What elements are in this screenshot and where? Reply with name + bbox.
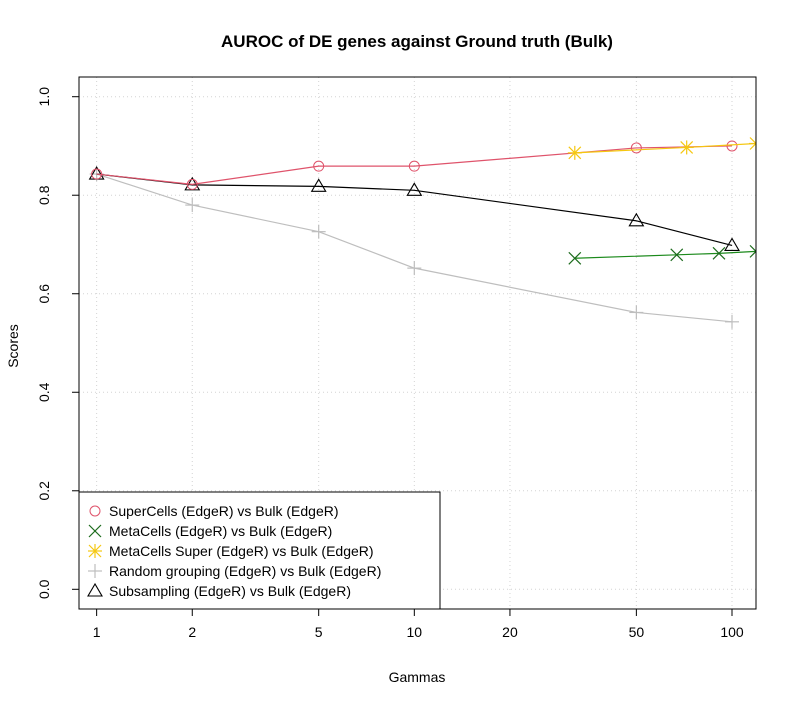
- point-plus: [725, 314, 740, 329]
- legend-label: Subsampling (EdgeR) vs Bulk (EdgeR): [109, 583, 351, 599]
- point-plus: [407, 261, 422, 276]
- legend-item: SuperCells (EdgeR) vs Bulk (EdgeR): [89, 503, 339, 519]
- point-triangle: [724, 237, 740, 252]
- series-1: [568, 244, 756, 265]
- chart-title: AUROC of DE genes against Ground truth (…: [221, 32, 613, 51]
- x-axis: 1 2 5 10 20 50 100: [93, 609, 744, 640]
- x-tick-label: 10: [407, 624, 423, 640]
- y-tick-label: 1.0: [36, 87, 52, 107]
- x-tick-label: 50: [629, 624, 645, 640]
- point-stroke: [88, 524, 102, 538]
- point-circle: [313, 160, 325, 172]
- point-asterisk: [88, 544, 102, 558]
- point-x: [568, 251, 582, 265]
- point-asterisk: [567, 145, 582, 160]
- y-tick-label: 0.2: [36, 481, 52, 501]
- point-x: [712, 246, 726, 260]
- point-triangle: [87, 582, 103, 597]
- y-axis: 0.0 0.2 0.4 0.6 0.8 1.0: [36, 87, 79, 599]
- y-tick-label: 0.8: [36, 185, 52, 205]
- point-stroke: [749, 244, 756, 253]
- legend-label: MetaCells (EdgeR) vs Bulk (EdgeR): [109, 523, 332, 539]
- point-circle: [89, 505, 101, 517]
- series-3: [89, 167, 740, 329]
- point-stroke: [749, 142, 756, 150]
- point-stroke: [568, 251, 582, 265]
- point-stroke: [670, 248, 684, 262]
- point-plus: [311, 224, 326, 239]
- point-triangle: [628, 212, 645, 227]
- point-x: [749, 244, 756, 258]
- x-tick-label: 1: [93, 624, 101, 640]
- series-line: [574, 142, 756, 154]
- legend-label: SuperCells (EdgeR) vs Bulk (EdgeR): [109, 503, 339, 519]
- legend: SuperCells (EdgeR) vs Bulk (EdgeR) MetaCe…: [78, 491, 441, 610]
- y-tick-label: 0.6: [36, 284, 52, 304]
- point-plus: [185, 198, 200, 213]
- x-axis-label: Gammas: [389, 669, 446, 685]
- point-plus: [629, 305, 644, 320]
- point-circle: [91, 168, 103, 180]
- series-line: [574, 250, 756, 259]
- y-tick-label: 0.4: [36, 382, 52, 402]
- point-stroke: [712, 246, 726, 260]
- series-0: [91, 140, 738, 190]
- point-x: [88, 524, 102, 538]
- point-x: [670, 248, 684, 262]
- series-line: [96, 173, 733, 323]
- point-circle: [186, 178, 198, 190]
- y-axis-label: Scores: [5, 324, 21, 368]
- legend-item: MetaCells (EdgeR) vs Bulk (EdgeR): [88, 523, 332, 539]
- point-asterisk: [679, 140, 694, 155]
- point-triangle: [406, 182, 423, 196]
- x-tick-label: 20: [502, 624, 518, 640]
- x-tick-label: 100: [720, 624, 744, 640]
- point-circle: [408, 160, 420, 172]
- legend-box: [78, 491, 441, 610]
- point-asterisk: [749, 136, 756, 151]
- point-plus: [88, 564, 102, 578]
- series-2: [567, 136, 756, 160]
- legend-label: MetaCells Super (EdgeR) vs Bulk (EdgeR): [109, 543, 374, 559]
- legend-item: Subsampling (EdgeR) vs Bulk (EdgeR): [87, 582, 351, 599]
- legend-label: Random grouping (EdgeR) vs Bulk (EdgeR): [109, 563, 381, 579]
- point-stroke: [749, 250, 756, 258]
- y-tick-label: 0.0: [36, 579, 52, 599]
- x-tick-label: 2: [188, 624, 196, 640]
- series-line: [96, 145, 733, 185]
- point-circle: [726, 140, 738, 152]
- legend-item: Random grouping (EdgeR) vs Bulk (EdgeR): [88, 563, 381, 579]
- series: [88, 136, 756, 329]
- point-circle: [630, 142, 642, 154]
- legend-item: MetaCells Super (EdgeR) vs Bulk (EdgeR): [88, 543, 374, 559]
- point-triangle: [310, 178, 327, 192]
- x-tick-label: 5: [315, 624, 323, 640]
- point-stroke: [749, 137, 756, 145]
